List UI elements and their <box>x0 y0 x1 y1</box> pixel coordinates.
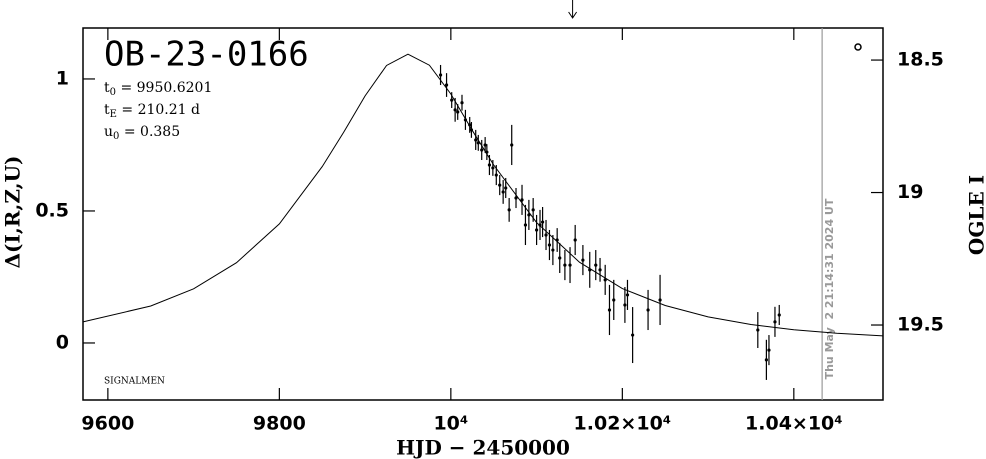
plot-frame <box>82 27 884 401</box>
data-point <box>468 123 472 127</box>
x-tick-label: 9800 <box>253 413 306 435</box>
data-point <box>777 313 781 317</box>
data-point <box>555 238 559 242</box>
y-axis-label: Δ(I,R,Z,U) <box>1 156 25 269</box>
param-sub: 0 <box>113 131 119 142</box>
y-tick-label: 1 <box>56 67 69 89</box>
data-point <box>491 166 495 170</box>
data-point <box>573 238 577 242</box>
data-point <box>767 348 771 352</box>
x-tick-label: 1.02×10⁴ <box>574 413 672 435</box>
data-point <box>501 190 505 194</box>
data-point <box>544 233 548 237</box>
data-point <box>568 263 572 267</box>
x-tick-label: 9600 <box>81 413 134 435</box>
y-tick-label: 0.5 <box>35 199 69 221</box>
data-point <box>534 228 539 232</box>
y2-tick-label: 18.5 <box>897 49 944 71</box>
data-point <box>523 223 528 227</box>
data-point <box>551 248 555 252</box>
param-value: = 0.385 <box>119 124 180 140</box>
data-point <box>507 208 511 212</box>
data-point <box>588 268 592 272</box>
data-point <box>563 263 567 267</box>
chart-title: OB-23-0166 <box>104 35 309 75</box>
parameter: u0 = 0.385 <box>104 124 180 142</box>
param-symbol: t <box>104 80 110 96</box>
parameters: t0 = 9950.6201 tE = 210.21 d u0 = 0.385 <box>104 80 212 142</box>
data-point <box>438 73 443 77</box>
data-point <box>625 293 630 297</box>
data-point <box>487 163 492 167</box>
param-symbol: u <box>104 124 113 140</box>
timestamp: Thu May 2 21:14:31 2024 UT <box>823 198 836 379</box>
data-point <box>504 186 508 190</box>
legend-symbol <box>854 43 862 51</box>
data-point <box>460 101 464 105</box>
data-point <box>631 333 635 337</box>
param-sub: 0 <box>110 87 116 98</box>
data-point <box>450 98 454 102</box>
data-point <box>607 308 612 312</box>
data-point <box>510 143 514 147</box>
data-point <box>547 243 552 247</box>
data-point <box>456 110 460 114</box>
x-tick-label: 10⁴ <box>433 413 468 435</box>
data-point <box>520 198 524 202</box>
data-point <box>476 141 480 145</box>
data-point <box>444 83 449 87</box>
param-sub: E <box>110 109 117 120</box>
param-symbol: t <box>104 102 110 118</box>
data-point <box>612 298 616 302</box>
data-point <box>764 358 768 362</box>
data-point <box>756 328 760 332</box>
data-point <box>498 183 502 187</box>
data-point <box>773 320 777 324</box>
x-tick-label: 1.04×10⁴ <box>745 413 843 435</box>
param-value: = 9950.6201 <box>116 80 212 96</box>
x-axis-label: HJD − 2450000 <box>396 436 570 459</box>
data-point <box>463 118 468 122</box>
data-point <box>538 223 542 227</box>
data-point <box>514 196 518 200</box>
credit: SIGNALMEN <box>104 377 165 387</box>
data-point <box>623 303 627 307</box>
param-value: = 210.21 d <box>117 102 200 118</box>
parameter: tE = 210.21 d <box>104 102 200 120</box>
y2-tick-label: 19.5 <box>897 314 944 336</box>
data-point <box>581 258 585 262</box>
data-point <box>603 278 607 282</box>
time-arrow <box>568 0 578 19</box>
data-point <box>494 173 498 177</box>
data-point <box>469 128 474 132</box>
data-point <box>527 213 531 217</box>
data-point <box>474 138 478 142</box>
data-point <box>531 208 535 212</box>
model-curve <box>82 53 884 337</box>
y2-axis-label: OGLE I <box>965 175 986 255</box>
data-point <box>558 256 562 260</box>
y-tick-label: 0 <box>56 331 69 353</box>
parameter: t0 = 9950.6201 <box>104 80 212 98</box>
data-point <box>480 148 484 152</box>
data-point <box>453 108 457 112</box>
data-point <box>485 150 489 154</box>
data-point <box>658 298 662 302</box>
data-point <box>540 220 545 224</box>
y2-tick-label: 19 <box>897 181 923 203</box>
data-point <box>483 143 487 147</box>
data-point <box>646 308 650 312</box>
data-point <box>594 263 598 267</box>
data-point <box>598 268 602 272</box>
